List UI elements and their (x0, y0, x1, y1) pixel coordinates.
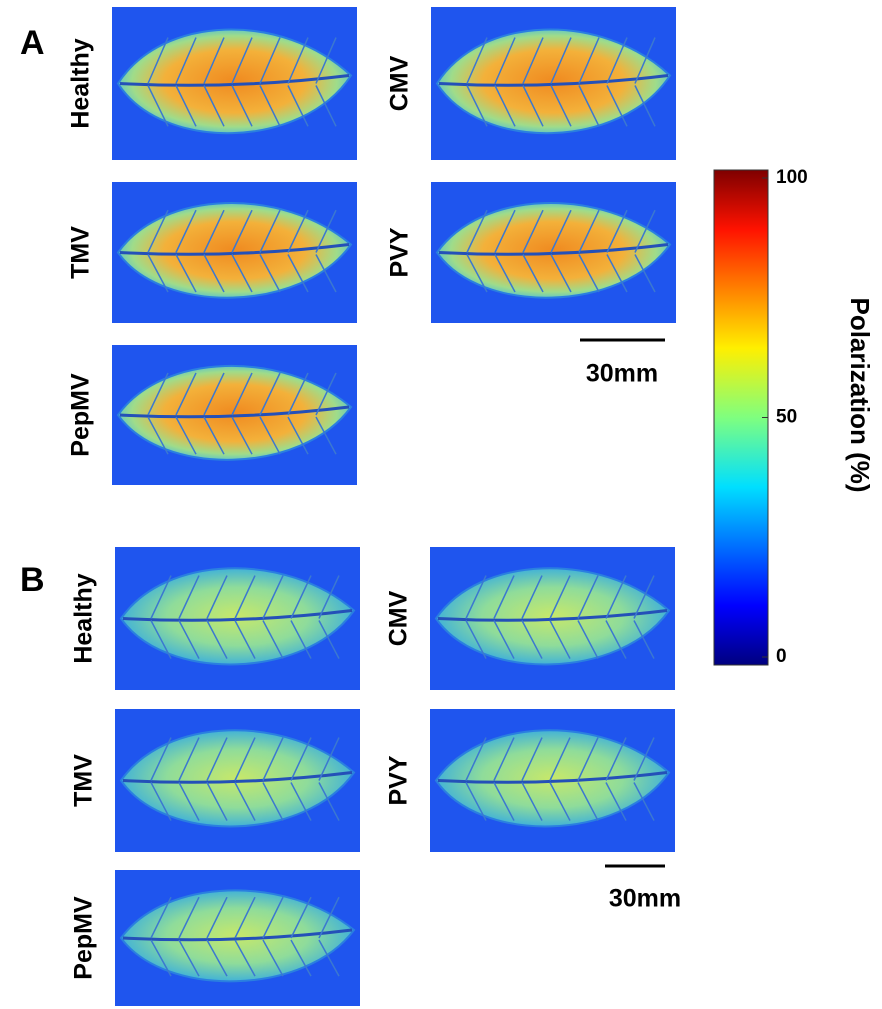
leaf-label: PepMV (67, 373, 95, 457)
figure: Polarization (%) A Healthy CMV TMV PVY PepMV 3… (0, 0, 882, 1009)
colorbar-label: Polarization (%) (845, 297, 875, 492)
leaf-label: PepMV (70, 896, 98, 980)
leaf-label: PVY (386, 227, 414, 277)
colorbar-tick-label: 100 (776, 167, 808, 188)
scale-label: 30mm (586, 360, 658, 388)
leaf-label: Healthy (70, 573, 98, 663)
panel-label: A (20, 24, 45, 62)
leaf-label: TMV (67, 226, 95, 279)
leaf-label: TMV (70, 754, 98, 807)
leaf-label: Healthy (67, 38, 95, 128)
colorbar-tick-label: 0 (776, 646, 787, 667)
leaf-label: PVY (385, 755, 413, 805)
leaf-label: CMV (385, 590, 413, 646)
colorbar (714, 170, 768, 665)
panel-label: B (20, 561, 45, 599)
colorbar-tick-label: 50 (776, 407, 797, 428)
leaf-label: CMV (386, 55, 414, 111)
scale-label: 30mm (609, 885, 681, 913)
